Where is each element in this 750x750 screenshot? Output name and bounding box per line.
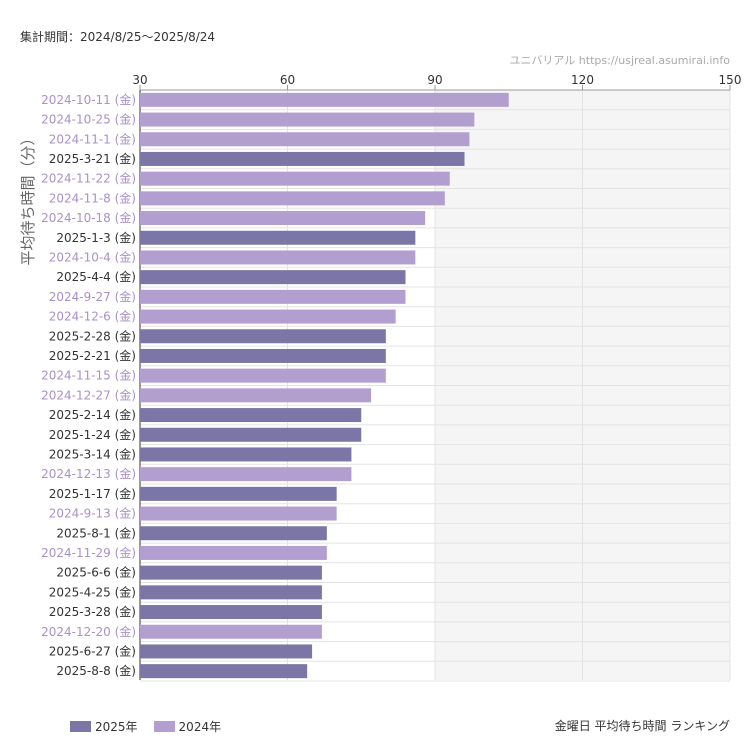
bar[interactable] [140, 211, 426, 226]
bar[interactable] [140, 309, 396, 324]
legend: 2025年 2024年 [70, 718, 237, 735]
x-tick-label: 60 [280, 73, 295, 87]
bar[interactable] [140, 585, 322, 600]
bar[interactable] [140, 171, 450, 186]
category-label: 2025-4-4 (金) [56, 269, 136, 284]
bar[interactable] [140, 605, 322, 620]
legend-label-2025: 2025年 [95, 720, 138, 734]
legend-swatch-2024 [153, 721, 175, 732]
legend-item-2025[interactable]: 2025年 [70, 718, 138, 735]
category-label: 2024-11-15 (金) [41, 368, 136, 383]
category-label: 2025-3-14 (金) [49, 446, 136, 461]
bar[interactable] [140, 92, 509, 107]
bar[interactable] [140, 388, 372, 403]
category-label: 2024-10-11 (金) [41, 92, 136, 107]
bar[interactable] [140, 408, 362, 423]
source-credit: ユニバリアル https://usjreal.asumirai.info [509, 54, 730, 67]
x-tick-label: 30 [132, 73, 147, 87]
x-tick-label: 120 [571, 73, 594, 87]
legend-swatch-2025 [70, 721, 91, 732]
bar[interactable] [140, 467, 352, 482]
bar[interactable] [140, 329, 386, 344]
x-tick-label: 90 [427, 73, 442, 87]
x-tick-label: 150 [719, 73, 742, 87]
bar[interactable] [140, 191, 445, 206]
category-label: 2025-8-1 (金) [56, 525, 136, 540]
category-label: 2024-12-6 (金) [49, 309, 136, 324]
ranking-bar-chart: 30 60 90 120 150 2024-10-11 (金) 2024-10-25 (金)… [19, 73, 742, 682]
category-label: 2025-1-3 (金) [56, 230, 136, 245]
bar[interactable] [140, 565, 322, 580]
category-label: 2024-11-1 (金) [49, 131, 136, 146]
category-label: 2024-12-27 (金) [41, 387, 136, 402]
bar[interactable] [140, 348, 386, 363]
category-label: 2024-10-18 (金) [41, 210, 136, 225]
bar[interactable] [140, 644, 313, 659]
category-label: 2025-6-6 (金) [56, 565, 136, 580]
category-label: 2025-3-28 (金) [49, 604, 136, 619]
bar[interactable] [140, 250, 416, 265]
bar[interactable] [140, 151, 465, 166]
bar[interactable] [140, 486, 337, 501]
category-label: 2025-2-28 (金) [49, 328, 136, 343]
category-label: 2025-1-24 (金) [49, 427, 136, 442]
legend-label-2024: 2024年 [178, 720, 222, 734]
category-label: 2024-11-8 (金) [49, 190, 136, 205]
bar[interactable] [140, 112, 475, 127]
category-label: 2025-8-8 (金) [56, 663, 136, 678]
bar[interactable] [140, 664, 308, 679]
y-axis-title: 平均待ち時間（分） [19, 130, 37, 265]
bar[interactable] [140, 427, 362, 442]
category-label: 2025-1-17 (金) [49, 486, 136, 501]
category-label: 2024-9-27 (金) [49, 289, 136, 304]
category-label: 2025-6-27 (金) [49, 643, 136, 658]
category-label: 2025-2-21 (金) [49, 348, 136, 363]
category-label: 2024-12-20 (金) [41, 624, 136, 639]
bar[interactable] [140, 506, 337, 521]
category-label: 2024-9-13 (金) [49, 506, 136, 521]
bar[interactable] [140, 132, 470, 147]
bar[interactable] [140, 526, 327, 541]
category-label: 2025-2-14 (金) [49, 407, 136, 422]
bar[interactable] [140, 545, 327, 560]
bar[interactable] [140, 447, 352, 462]
category-label: 2024-12-13 (金) [41, 466, 136, 481]
bar[interactable] [140, 289, 406, 304]
category-label: 2024-10-4 (金) [49, 249, 136, 264]
category-label: 2025-4-25 (金) [49, 584, 136, 599]
bar[interactable] [140, 270, 406, 285]
category-label: 2024-10-25 (金) [41, 112, 136, 127]
bar[interactable] [140, 368, 386, 383]
chart-caption: 金曜日 平均待ち時間 ランキング [554, 719, 730, 733]
category-label: 2025-3-21 (金) [49, 151, 136, 166]
category-label: 2024-11-29 (金) [41, 545, 136, 560]
bar[interactable] [140, 624, 322, 639]
category-label: 2024-11-22 (金) [41, 171, 136, 186]
legend-item-2024[interactable]: 2024年 [153, 718, 222, 735]
bar[interactable] [140, 230, 416, 245]
period-label: 集計期間：2024/8/25〜2025/8/24 [20, 30, 216, 44]
